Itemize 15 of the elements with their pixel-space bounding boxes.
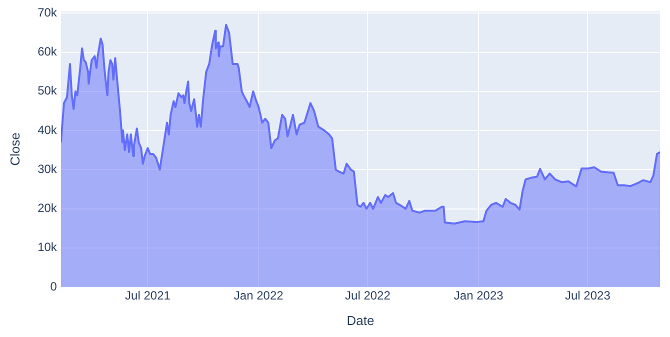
- y-tick-label: 60k: [38, 44, 58, 59]
- y-tick-label: 10k: [38, 240, 58, 254]
- y-tick-label: 50k: [38, 84, 58, 98]
- y-axis-title: Close: [7, 132, 22, 166]
- x-tick-label: Jul 2022: [345, 288, 391, 303]
- y-tick-label: 40k: [38, 122, 58, 137]
- x-tick-label: Jan 2022: [234, 288, 284, 303]
- x-tick-label: Jul 2023: [564, 288, 611, 303]
- x-axis-title: Date: [346, 312, 374, 328]
- x-tick-label: Jan 2023: [454, 288, 504, 303]
- x-tick-label: Jul 2021: [125, 288, 171, 303]
- y-tick-label: 0: [50, 279, 58, 294]
- y-tick-label: 30k: [38, 162, 58, 176]
- y-tick-label: 70k: [38, 5, 58, 20]
- y-tick-label: 20k: [38, 201, 58, 216]
